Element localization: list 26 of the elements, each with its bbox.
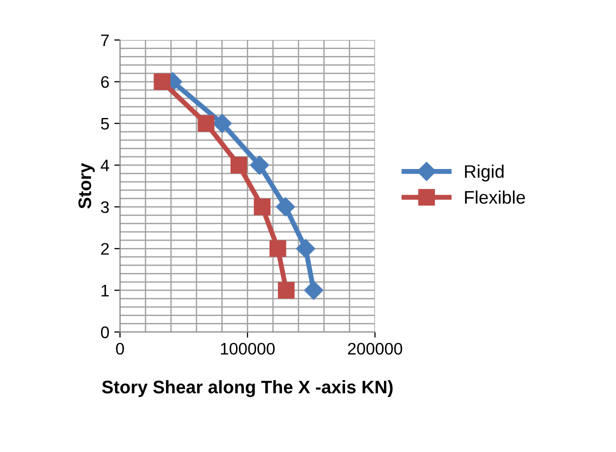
point (254, 198, 270, 216)
y-tick-label: 2 (101, 242, 109, 255)
y-tick-label: 7 (101, 34, 109, 46)
y-tick-label: 0 (100, 326, 109, 338)
point (304, 280, 324, 300)
point (270, 240, 286, 257)
point (296, 239, 316, 258)
x-tick-label: 100000 (220, 342, 275, 355)
legend-label: Rigid (465, 164, 504, 182)
point (198, 115, 214, 132)
x-tick-label: 0 (116, 342, 124, 355)
y-tick-label: 3 (100, 201, 109, 214)
y-tick-label: 5 (100, 118, 109, 130)
x-tick-label: 200000 (348, 342, 402, 355)
legend-label: Flexible (465, 190, 525, 204)
y-tick-label: 4 (100, 160, 110, 172)
point (250, 156, 270, 175)
point (276, 197, 296, 216)
y-tick-label: 1 (102, 284, 109, 296)
point (278, 282, 295, 299)
x-axis-title: Story Shear along The X -axis KN) (102, 380, 393, 398)
point (212, 114, 232, 133)
y-tick-label: 6 (101, 76, 109, 88)
point (230, 156, 248, 174)
point (154, 73, 170, 90)
y-axis-title: Story (78, 163, 95, 209)
